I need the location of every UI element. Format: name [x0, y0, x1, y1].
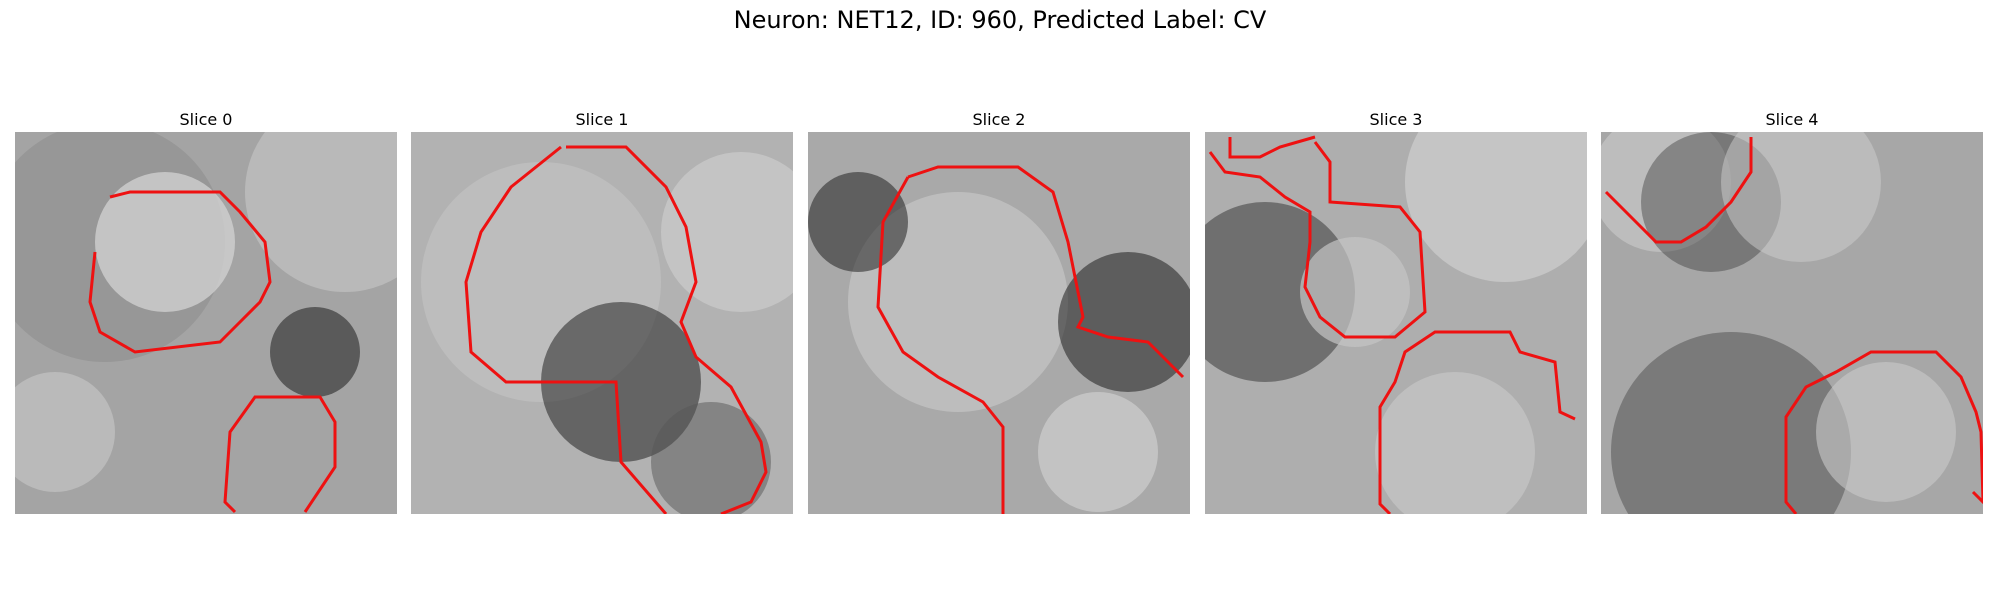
slice-image-0 [15, 132, 397, 514]
figure-title: Neuron: NET12, ID: 960, Predicted Label:… [733, 6, 1267, 34]
contour-line [1208, 141, 1427, 339]
slice-image-1 [411, 132, 793, 514]
slice-title: Slice 0 [179, 110, 233, 129]
panel-slice-4: Slice 4 [1601, 108, 1983, 514]
contour-line [566, 145, 768, 514]
slice-image-2 [808, 132, 1190, 514]
contour-line [464, 145, 668, 514]
contour-line [1378, 330, 1576, 514]
contour-line [1228, 135, 1316, 159]
slice-title: Slice 2 [972, 110, 1026, 129]
panel-slice-2: Slice 2 [808, 108, 1190, 514]
contour-line [1784, 350, 1983, 514]
slice-image-4 [1601, 132, 1983, 514]
slice-title: Slice 4 [1765, 110, 1819, 129]
slice-title: Slice 1 [575, 110, 629, 129]
slice-image-3 [1205, 132, 1587, 514]
contour-line [223, 395, 337, 514]
slice-title: Slice 3 [1369, 110, 1423, 129]
panel-slice-1: Slice 1 [411, 108, 793, 514]
panel-slice-0: Slice 0 [15, 108, 397, 514]
contour-line [1604, 137, 1753, 244]
contour-line [88, 190, 272, 354]
contour-line [907, 165, 1185, 379]
panel-slice-3: Slice 3 [1205, 108, 1587, 514]
contour-line [876, 176, 1005, 514]
